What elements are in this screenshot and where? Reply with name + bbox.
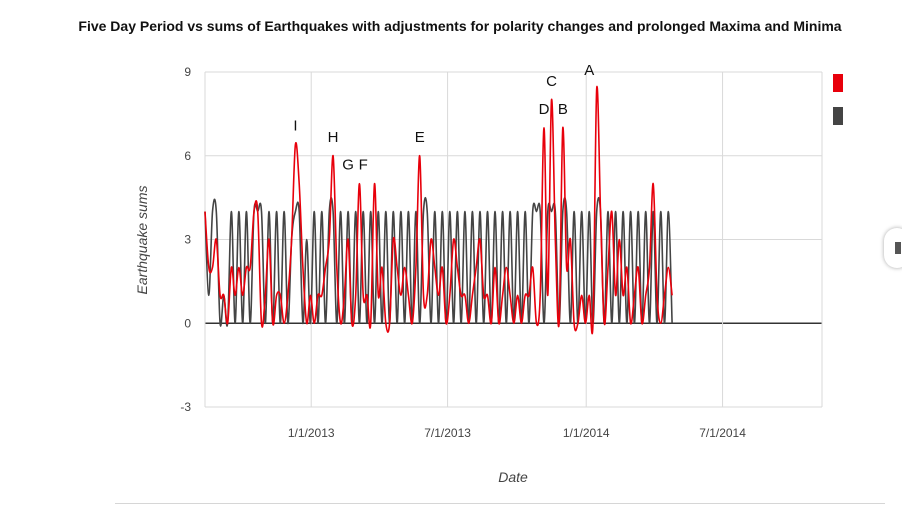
x-tick-label: 1/1/2014 <box>563 426 610 440</box>
peak-label: G <box>342 157 354 174</box>
side-panel-toggle[interactable] <box>884 228 902 268</box>
peak-label: C <box>546 73 557 90</box>
peak-label: A <box>584 62 594 79</box>
peak-label: F <box>359 157 368 174</box>
legend-swatch <box>833 74 843 92</box>
series-lines <box>204 85 673 335</box>
peak-label: H <box>328 129 339 146</box>
legend-swatch <box>833 107 843 125</box>
y-tick-label: 9 <box>184 65 191 79</box>
y-axis-ticks: 9 6 3 0 -3 <box>180 65 191 414</box>
peak-label: D <box>539 101 550 118</box>
y-tick-label: -3 <box>180 400 191 414</box>
series-gray-line <box>204 196 673 327</box>
x-tick-label: 7/1/2014 <box>699 426 746 440</box>
y-tick-label: 0 <box>184 316 191 330</box>
peak-label: B <box>558 101 568 118</box>
y-tick-label: 3 <box>184 233 191 247</box>
peak-annotations: I HG F E DCB A <box>293 62 594 174</box>
peak-label: E <box>415 129 425 146</box>
series-red-line <box>204 85 673 335</box>
divider <box>115 503 885 504</box>
y-axis-label: Earthquake sums <box>134 186 150 295</box>
y-tick-label: 6 <box>184 149 191 163</box>
toggle-icon <box>895 242 901 254</box>
x-axis-ticks: 1/1/2013 7/1/2013 1/1/2014 7/1/2014 <box>288 426 746 440</box>
x-axis-label: Date <box>498 469 528 485</box>
x-tick-label: 7/1/2013 <box>424 426 471 440</box>
grid <box>204 71 823 408</box>
x-tick-label: 1/1/2013 <box>288 426 335 440</box>
legend <box>833 74 843 125</box>
chart-title: Five Day Period vs sums of Earthquakes w… <box>78 18 841 34</box>
peak-label: I <box>293 118 297 135</box>
